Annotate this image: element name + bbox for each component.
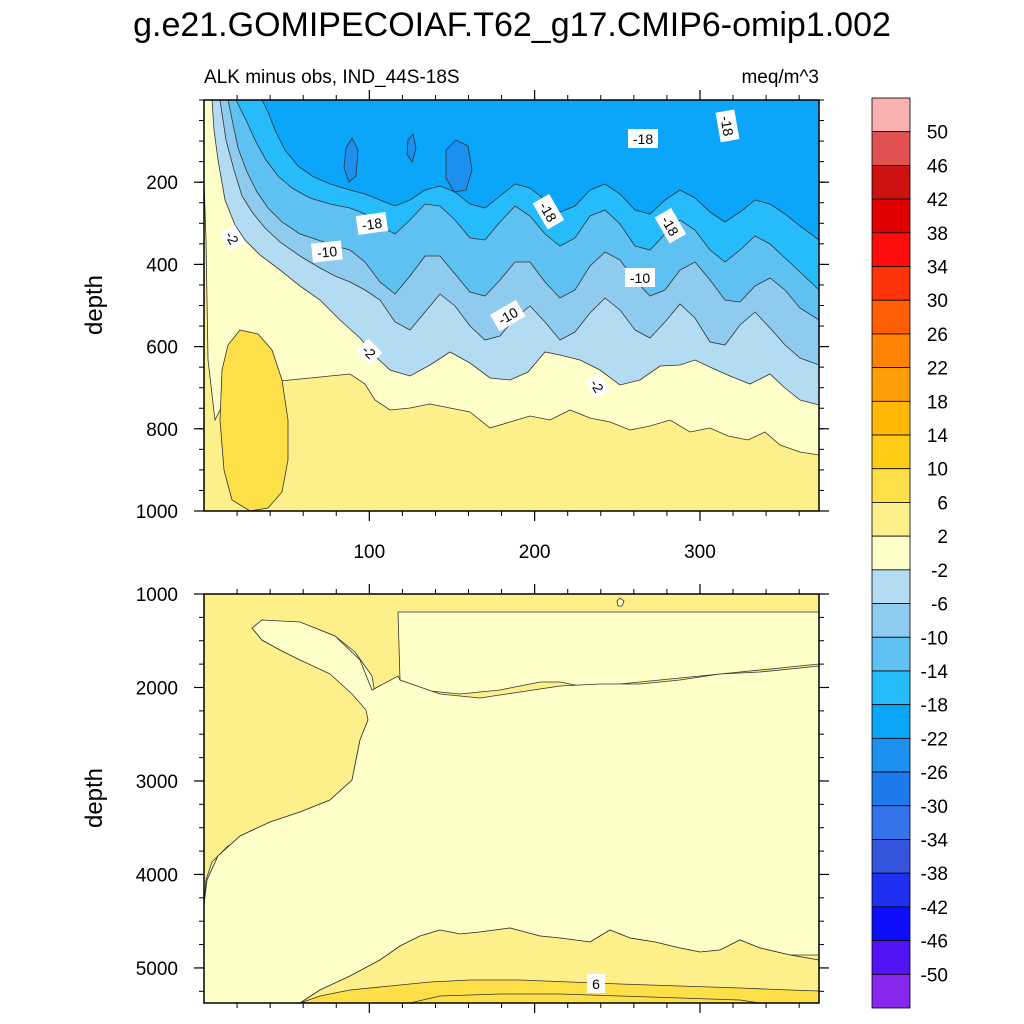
colorbar-swatch — [871, 839, 911, 874]
colorbar-swatch — [871, 266, 911, 301]
band-6-10-inner — [409, 993, 761, 1003]
y-tick-label: 3000 — [136, 772, 178, 793]
upper-y-ticks: 200 400 600 800 1000 — [136, 99, 829, 523]
chart-title: g.e21.GOMIPECOIAF.T62_g17.CMIP6-omip1.00… — [133, 6, 891, 44]
colorbar-swatch — [871, 636, 911, 672]
colorbar-swatch — [871, 400, 911, 436]
colorbar-label: 34 — [927, 258, 949, 279]
colorbar-swatch — [871, 872, 911, 908]
y-tick-label: 2000 — [136, 678, 178, 699]
colorbar-swatch — [871, 97, 911, 133]
colorbar-label: 22 — [927, 359, 948, 380]
colorbar-label: -46 — [921, 932, 948, 953]
colorbar-swatch — [871, 198, 911, 234]
colorbar-label: 26 — [927, 325, 948, 346]
lower-x-ticks — [236, 584, 800, 1013]
colorbar-label: 38 — [927, 224, 948, 245]
band-2-6-strip — [204, 927, 819, 1003]
colorbar-swatch — [871, 603, 911, 638]
band-m2-2-blob — [616, 597, 625, 607]
y-tick-label: 1000 — [136, 502, 178, 523]
colorbar-swatch — [871, 468, 911, 503]
y-tick-label: 400 — [146, 255, 178, 276]
colorbar-label: 30 — [927, 291, 948, 312]
colorbar-label: 50 — [927, 123, 948, 144]
contour-label: -10 — [630, 270, 650, 286]
colorbar-label: -22 — [921, 729, 948, 750]
y-tick-label: 600 — [146, 338, 178, 359]
colorbar-swatch — [871, 704, 911, 739]
upper-contour-labels: -18 -18 -18 -18 -18 -10 -10 -10 -2 -2 -2 — [220, 109, 740, 399]
contour-label: -18 — [361, 215, 383, 234]
colorbar-label: -6 — [931, 595, 948, 616]
band-m26-m22 — [445, 139, 473, 193]
colorbar-label: 14 — [927, 426, 949, 447]
colorbar-swatch — [871, 502, 911, 537]
colorbar-label: -2 — [931, 561, 948, 582]
colorbar-label: 42 — [927, 190, 948, 211]
colorbar-label: -14 — [921, 662, 949, 683]
colorbar-swatch — [871, 906, 911, 941]
colorbar-swatch — [871, 805, 911, 840]
contour-label: -10 — [316, 243, 338, 261]
contour-label: 6 — [592, 976, 600, 992]
x-tick-label: 200 — [519, 542, 551, 563]
band-6-10 — [299, 979, 819, 1003]
lower-plot-frame — [203, 593, 820, 1004]
contour-label: -18 — [717, 115, 736, 138]
y-tick-label: 1000 — [136, 585, 178, 606]
upper-subtitle-left: ALK minus obs, IND_44S-18S — [204, 67, 460, 88]
band-m26-m22 — [343, 137, 359, 183]
lower-contour-fill — [204, 594, 819, 1003]
colorbar-swatch — [871, 670, 911, 706]
colorbar-label: -42 — [921, 898, 948, 919]
colorbar-swatch — [871, 333, 911, 369]
colorbar-swatch — [871, 232, 911, 267]
colorbar-swatch — [871, 367, 911, 402]
colorbar-label: 46 — [927, 156, 948, 177]
contour-label: -18 — [633, 131, 653, 147]
band-m26-m22 — [406, 133, 417, 163]
colorbar-swatch — [871, 299, 911, 335]
colorbar-swatch — [871, 434, 911, 470]
lower-y-ticks: 1000 2000 3000 4000 5000 — [136, 585, 829, 992]
y-tick-label: 4000 — [136, 865, 178, 886]
lower-y-axis-label: depth — [81, 768, 108, 828]
colorbar-label: 6 — [937, 493, 948, 514]
y-tick-label: 200 — [146, 173, 178, 194]
colorbar-swatch — [871, 737, 911, 773]
colorbar-swatch — [871, 940, 911, 975]
lower-contour-labels: 6 — [587, 974, 605, 993]
colorbar-label: 2 — [937, 527, 948, 548]
y-tick-label: 800 — [146, 420, 178, 441]
colorbar-label: 10 — [927, 460, 948, 481]
colorbar: 50 46 42 38 34 30 26 22 18 14 10 6 2 -2 -6 -10 -14 -18 -22… — [871, 97, 949, 1009]
colorbar-label: -30 — [921, 797, 948, 818]
colorbar-swatch — [871, 569, 911, 604]
colorbar-swatch — [871, 131, 911, 166]
upper-y-axis-label: depth — [81, 275, 108, 335]
colorbar-label: -38 — [921, 864, 948, 885]
colorbar-label: 18 — [927, 392, 948, 413]
upper-subtitle-right: meq/m^3 — [741, 67, 819, 88]
colorbar-label: -10 — [921, 628, 948, 649]
band-6-10 — [219, 329, 289, 511]
colorbar-swatch — [871, 535, 911, 571]
colorbar-label: -50 — [921, 965, 948, 986]
colorbar-label: -26 — [921, 763, 948, 784]
colorbar-swatch — [871, 771, 911, 807]
upper-x-ticks: 100 200 300 — [236, 90, 800, 563]
x-tick-label: 100 — [353, 542, 385, 563]
y-tick-label: 5000 — [136, 959, 178, 980]
colorbar-swatch — [871, 973, 911, 1009]
x-tick-label: 300 — [684, 542, 716, 563]
colorbar-label: -34 — [921, 830, 949, 851]
colorbar-swatch — [871, 165, 911, 200]
colorbar-label: -18 — [921, 696, 948, 717]
